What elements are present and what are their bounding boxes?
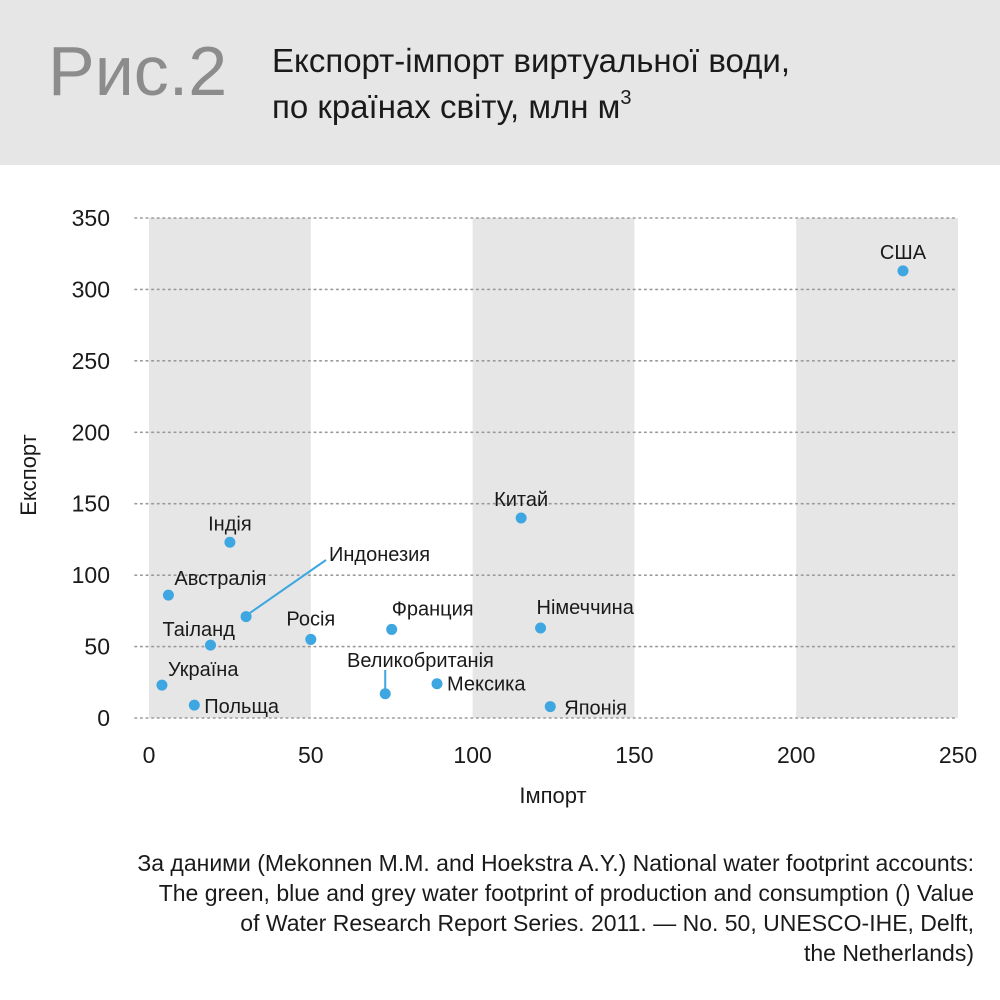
leader-line (248, 559, 327, 615)
point-label: Мексика (447, 674, 526, 696)
x-tick-label: 250 (939, 742, 977, 768)
source-line-3: of Water Research Report Series. 2011. —… (240, 910, 974, 936)
y-tick-label: 250 (72, 348, 110, 374)
point-label: Великобританія (347, 650, 494, 672)
scatter-chart: 0 50 100 150 200 250 300 350 0 50 100 150 200 250 СШ… (16, 205, 978, 808)
y-tick-label: 350 (72, 205, 110, 231)
label-leader-lines (248, 559, 387, 690)
data-point (535, 622, 547, 634)
point-label: Японія (564, 698, 627, 720)
chart-title-line2: по країнах світу, млн м3 (272, 84, 790, 130)
point-label: Україна (168, 659, 239, 681)
x-tick-label: 50 (298, 742, 324, 768)
x-tick-label: 150 (615, 742, 653, 768)
chart-title-line2-text: по країнах світу, млн м (272, 88, 621, 125)
data-point (240, 611, 252, 623)
chart-title-line1: Експорт-імпорт виртуальної води, (272, 42, 790, 79)
data-point (897, 265, 909, 277)
point-label: Австралія (174, 568, 266, 590)
x-axis-ticks: 0 50 100 150 200 250 (143, 742, 978, 768)
point-label: Франция (392, 598, 474, 620)
y-tick-label: 300 (72, 276, 110, 302)
y-tick-label: 200 (72, 419, 110, 445)
data-point (305, 633, 317, 645)
point-label: Індія (208, 513, 252, 535)
point-label: США (880, 242, 927, 264)
point-label: Польща (204, 696, 280, 718)
y-axis-ticks: 0 50 100 150 200 250 300 350 (72, 205, 110, 731)
point-label: Индонезия (329, 544, 430, 566)
background-band (472, 218, 635, 718)
point-label: Таіланд (162, 619, 235, 641)
figure-number: Рис.2 (48, 32, 228, 110)
point-labels: США Китай Індія Индонезия Австралія Таіланд Ро… (162, 242, 926, 720)
point-label: Росія (286, 608, 335, 630)
y-tick-label: 50 (84, 634, 110, 660)
background-band (796, 218, 958, 718)
point-label: Німеччина (537, 597, 635, 619)
data-point (204, 639, 216, 651)
source-line-2: The green, blue and grey water footprint… (158, 880, 974, 906)
y-tick-label: 150 (72, 491, 110, 517)
source-line-4: the Netherlands) (803, 940, 974, 966)
data-point (515, 512, 527, 524)
x-axis-label: Імпорт (519, 783, 586, 808)
data-point (386, 623, 398, 635)
header-bar: Рис.2 Експорт-імпорт виртуальної води, п… (0, 0, 1000, 165)
data-point (379, 688, 391, 700)
background-bands (149, 218, 958, 718)
data-point (431, 678, 443, 690)
x-tick-label: 200 (777, 742, 815, 768)
data-point (162, 589, 174, 601)
point-label: Китай (494, 489, 548, 511)
source-line-1: За даними (Mekonnen M.M. and Hoekstra A.… (137, 850, 974, 876)
data-points (156, 265, 909, 713)
y-tick-label: 0 (97, 705, 110, 731)
chart-title: Експорт-імпорт виртуальної води, по краї… (272, 38, 790, 130)
x-tick-label: 0 (143, 742, 156, 768)
y-axis-label: Експорт (16, 434, 41, 516)
x-tick-label: 100 (453, 742, 491, 768)
data-point (544, 701, 556, 713)
data-point (156, 679, 168, 691)
chart-title-superscript: 3 (620, 87, 632, 109)
y-tick-label: 100 (72, 562, 110, 588)
data-point (224, 536, 236, 548)
data-point (188, 699, 200, 711)
background-band (149, 218, 311, 718)
source-note: За даними (Mekonnen M.M. and Hoekstra A.… (14, 848, 974, 968)
